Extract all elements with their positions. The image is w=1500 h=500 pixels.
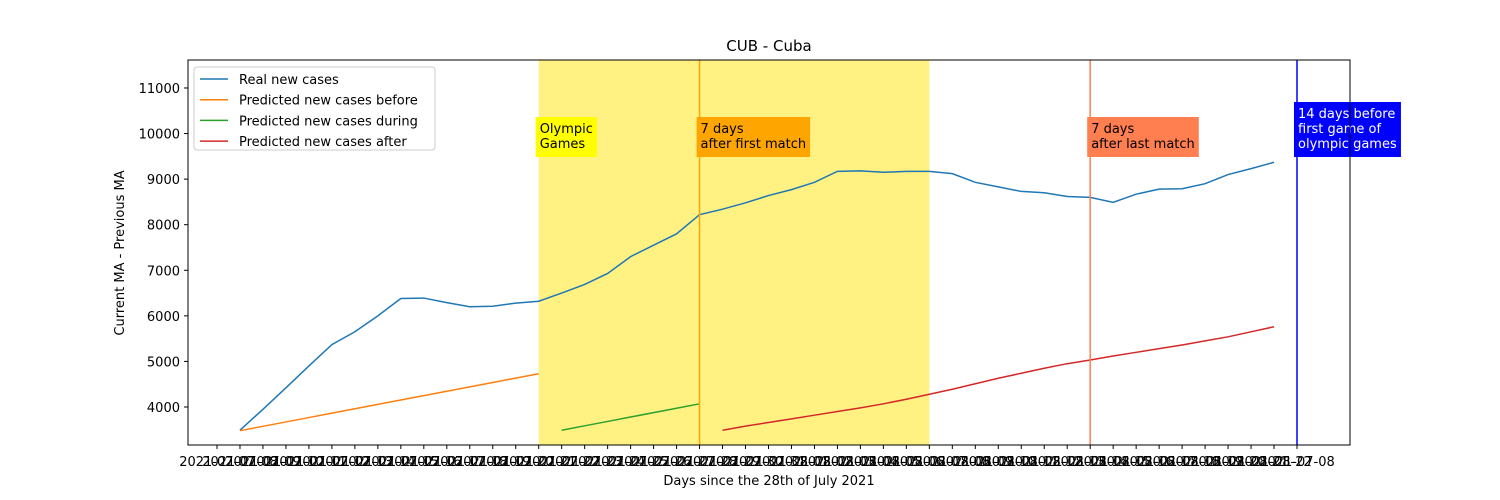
y-tick-label: 5000 [147, 355, 180, 370]
x-tick-label: 2021-08-13 [1029, 455, 1105, 470]
annotation-line: 14 days before [1298, 107, 1395, 122]
legend-label: Predicted new cases before [239, 94, 418, 109]
x-tick-label: 2021-07-08 [202, 455, 278, 470]
x-tick-label: 2021-08-10 [960, 455, 1036, 470]
x-tick-label: 2021-07-25 [593, 455, 669, 470]
x-tick-label: 2021-08-05 [846, 455, 922, 470]
data-line [561, 403, 700, 431]
x-tick-label: 2021-07-20 [478, 455, 554, 470]
y-tick-label: 7000 [147, 264, 180, 279]
x-tick-label: 2021-08-22 [1236, 455, 1312, 470]
x-tick-label: 2021-07-07 [179, 455, 255, 470]
annotation-box [1087, 117, 1199, 157]
x-tick-label: 2021-07-10 [248, 455, 324, 470]
x-tick-label: 2021-08-02 [777, 455, 853, 470]
legend-label: Predicted new cases during [239, 114, 418, 129]
x-tick-label: 2021-07-24 [570, 455, 646, 470]
x-tick-label: 2021-07-26 [616, 455, 692, 470]
chart-title: CUB - Cuba [726, 37, 811, 55]
x-tick-label: 2021-07-27 [639, 455, 715, 470]
annotation-text: 7 days after first match [701, 122, 807, 152]
annotation-line: Olympic [540, 122, 593, 137]
x-tick-label: 2021-08-07 [892, 455, 968, 470]
x-tick-label: 2021-08-01 [754, 455, 830, 470]
data-line [239, 372, 539, 432]
x-tick-label: 2021-08-12 [1006, 455, 1082, 470]
x-tick-label: 2021-07-14 [340, 455, 416, 470]
x-tick-label: 2021-07-15 [363, 455, 439, 470]
plot-frame [187, 59, 1351, 446]
x-tick-label: 2021-07-17 [409, 455, 485, 470]
annotation-text: 7 days after last match [1091, 122, 1195, 152]
x-tick-label: 2021-08-03 [800, 455, 876, 470]
data-line [722, 326, 1275, 431]
legend-label: Predicted new cases after [239, 135, 407, 150]
annotation-line: Games [540, 137, 586, 152]
x-tick-label: 2021-07-12 [294, 455, 370, 470]
annotation: 7 days after last match [1087, 117, 1199, 157]
x-tick-label: 2021-08-20 [1190, 455, 1266, 470]
y-tick-label: 9000 [147, 173, 180, 188]
x-tick-label: 2021-07-19 [455, 455, 531, 470]
annotation-text: 14 days before first game of olympic games [1298, 107, 1397, 152]
y-tick-label: 6000 [147, 310, 180, 325]
data-line [239, 161, 1275, 431]
x-tick-label: 2021-07-09 [225, 455, 301, 470]
x-tick-label: 2021-07-31 [731, 455, 807, 470]
x-tick-label: 2021-07-28 [662, 455, 738, 470]
y-tick-label: 8000 [147, 219, 180, 234]
x-tick-label: 2021-08-15 [1075, 455, 1151, 470]
x-tick-label: 2021-07-16 [386, 455, 462, 470]
x-tick-label: 2021-08-14 [1052, 455, 1128, 470]
y-tick-label: 4000 [147, 401, 180, 416]
x-tick-label: 2021-08-08 [915, 455, 991, 470]
x-tick-label: 2021-08-09 [938, 455, 1014, 470]
x-tick-label: 2021-07-08 [1259, 455, 1335, 470]
annotation: 14 days before first game of olympic games [1294, 102, 1401, 157]
x-axis-label: Days since the 28th of July 2021 [663, 474, 874, 489]
annotation: Olympic Games [535, 117, 597, 157]
legend: Real new cases Predicted new cases before… [193, 66, 436, 151]
annotation-box [1294, 102, 1401, 157]
x-tick-label: 2021-07-11 [271, 455, 347, 470]
annotation-line: first game of [1298, 122, 1382, 137]
x-tick-label: 2021-08-19 [1167, 455, 1243, 470]
legend-box [193, 66, 436, 151]
x-tick-label: 2021-08-16 [1098, 455, 1174, 470]
x-tick-label: 2021-07-18 [432, 455, 508, 470]
annotation-box [696, 117, 811, 157]
annotation-line: after last match [1091, 137, 1195, 152]
annotation-line: 7 days [701, 122, 744, 137]
y-tick-label: 11000 [139, 82, 180, 97]
annotation-line: 7 days [1091, 122, 1134, 137]
x-tick-label: 2021-07-23 [547, 455, 623, 470]
x-tick-label: 2021-08-21 [1213, 455, 1289, 470]
x-tick-label: 2021-08-17 [1121, 455, 1197, 470]
x-tick-label: 2021-08-11 [983, 455, 1059, 470]
annotation-text: Olympic Games [540, 122, 593, 152]
x-tick-label: 2021-08-06 [869, 455, 945, 470]
annotation-line: after first match [701, 137, 807, 152]
x-tick-label: 2021-07-29 [685, 455, 761, 470]
annotation-line: olympic games [1298, 137, 1397, 152]
y-axis-label: Current MA - Previous MA [113, 170, 128, 335]
x-tick-label: 2021-07-21 [501, 455, 577, 470]
annotation-box [535, 117, 597, 157]
x-tick-label: 2021-07-30 [708, 455, 784, 470]
legend-label: Real new cases [239, 73, 339, 88]
y-tick-label: 10000 [139, 128, 180, 143]
x-tick-label: 2021-07-22 [524, 455, 600, 470]
x-tick-label: 2021-08-04 [823, 455, 899, 470]
annotation: 7 days after first match [696, 117, 811, 157]
x-tick-label: 2021-07-13 [317, 455, 393, 470]
x-tick-label: 2021-08-18 [1144, 455, 1220, 470]
